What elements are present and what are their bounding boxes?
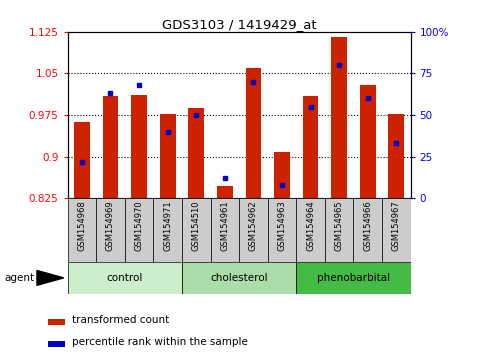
Text: GSM154971: GSM154971 <box>163 200 172 251</box>
Text: transformed count: transformed count <box>71 315 169 325</box>
Bar <box>296 198 325 262</box>
Bar <box>274 152 290 198</box>
Bar <box>182 198 211 262</box>
Bar <box>68 198 96 262</box>
Bar <box>303 96 318 198</box>
Text: GSM154969: GSM154969 <box>106 200 115 251</box>
Text: percentile rank within the sample: percentile rank within the sample <box>71 337 248 347</box>
Bar <box>74 122 90 198</box>
Text: GSM154967: GSM154967 <box>392 200 401 251</box>
Bar <box>360 85 376 198</box>
Bar <box>182 262 296 294</box>
Text: GSM154510: GSM154510 <box>192 200 201 251</box>
Bar <box>154 198 182 262</box>
Bar <box>296 262 411 294</box>
Text: control: control <box>107 273 143 283</box>
Bar <box>217 186 233 198</box>
Text: phenobarbital: phenobarbital <box>317 273 390 283</box>
Text: GSM154965: GSM154965 <box>335 200 343 251</box>
Text: GSM154966: GSM154966 <box>363 200 372 251</box>
Text: agent: agent <box>5 273 35 283</box>
Bar <box>131 95 147 198</box>
Bar <box>388 114 404 198</box>
Bar <box>239 198 268 262</box>
Bar <box>325 198 354 262</box>
Bar <box>382 198 411 262</box>
Text: GSM154970: GSM154970 <box>135 200 143 251</box>
Bar <box>160 114 175 198</box>
Bar <box>96 198 125 262</box>
Bar <box>125 198 154 262</box>
Bar <box>354 198 382 262</box>
Bar <box>68 262 182 294</box>
Polygon shape <box>37 270 64 285</box>
Text: cholesterol: cholesterol <box>210 273 268 283</box>
Bar <box>102 96 118 198</box>
Bar <box>268 198 296 262</box>
Bar <box>48 319 65 325</box>
Bar <box>48 341 65 347</box>
Bar <box>331 38 347 198</box>
Text: GSM154963: GSM154963 <box>277 200 286 251</box>
Text: GSM154968: GSM154968 <box>77 200 86 251</box>
Bar <box>211 198 239 262</box>
Bar <box>245 68 261 198</box>
Text: GSM154964: GSM154964 <box>306 200 315 251</box>
Bar <box>188 108 204 198</box>
Title: GDS3103 / 1419429_at: GDS3103 / 1419429_at <box>162 18 316 31</box>
Text: GSM154961: GSM154961 <box>220 200 229 251</box>
Text: GSM154962: GSM154962 <box>249 200 258 251</box>
